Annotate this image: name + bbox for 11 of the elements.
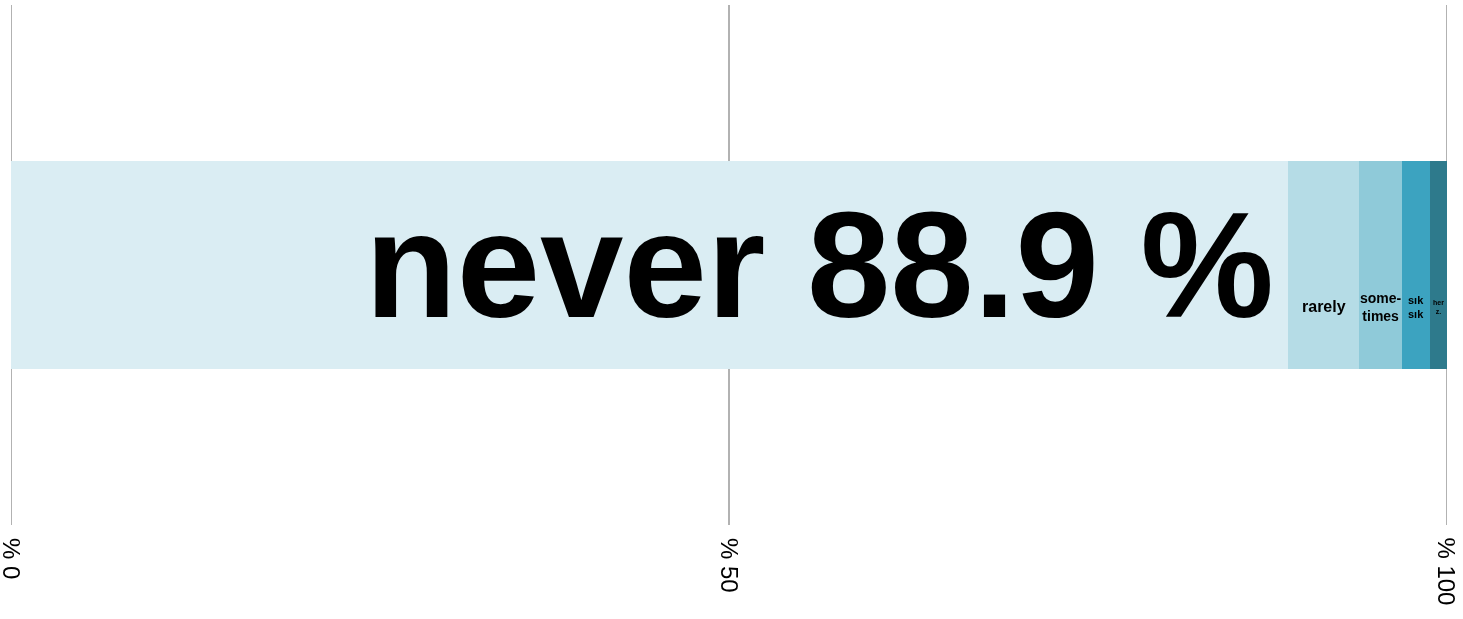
bar (1429, 161, 1447, 369)
bar (1402, 161, 1430, 369)
series-label: sık sık (1408, 294, 1425, 321)
text: never 88.9 % (365, 181, 1274, 349)
series-label: rarely (1302, 298, 1346, 315)
x-tick-label: % 100 (1433, 537, 1461, 606)
x-tick-label: % 50 (715, 537, 743, 593)
bar (1287, 161, 1360, 369)
x-tick-label: % 0 (0, 537, 25, 580)
bar (1359, 161, 1403, 369)
series-label: some- times (1360, 290, 1402, 325)
